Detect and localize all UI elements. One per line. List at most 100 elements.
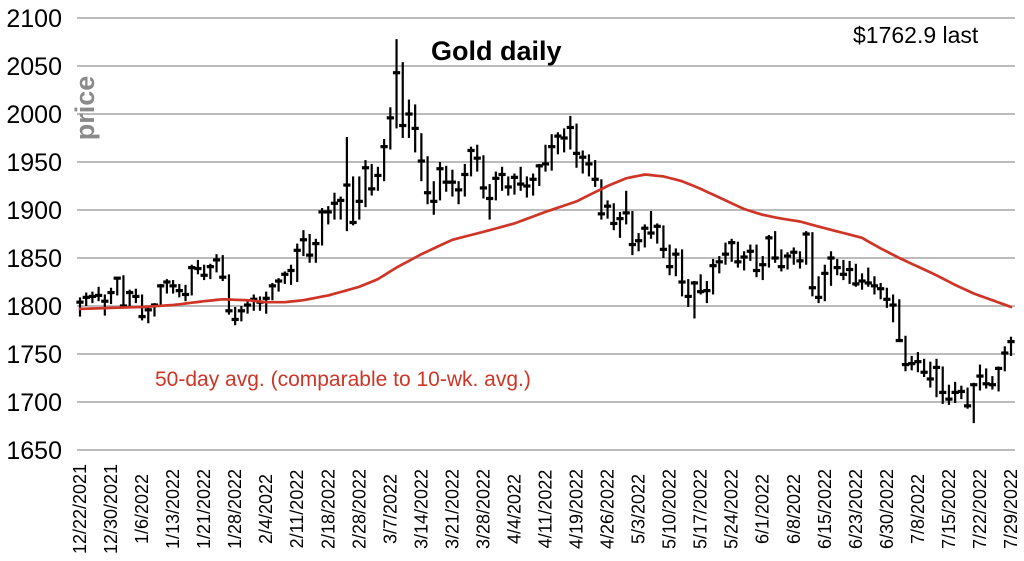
daily-close-tick (591, 177, 599, 181)
daily-close-tick (144, 308, 152, 312)
daily-close-tick (734, 260, 742, 264)
daily-close-tick (411, 126, 419, 130)
last-price-label: $1762.9 last (853, 22, 979, 48)
daily-close-tick (858, 279, 866, 283)
x-tick-label: 12/22/2021 (70, 464, 90, 554)
daily-close-tick (498, 172, 506, 177)
daily-close-tick (529, 177, 537, 181)
daily-close-tick (337, 198, 345, 202)
daily-close-tick (548, 145, 556, 149)
daily-close-tick (666, 265, 674, 269)
daily-close-tick (802, 232, 810, 236)
daily-close-tick (119, 304, 128, 308)
daily-close-tick (827, 256, 835, 260)
x-tick-label: 7/29/2022 (1001, 469, 1021, 549)
daily-close-tick (1007, 340, 1015, 344)
daily-close-tick (293, 248, 301, 252)
daily-close-tick (889, 303, 897, 307)
daily-close-tick (635, 239, 643, 243)
daily-close-tick (870, 284, 879, 288)
daily-close-tick (746, 249, 754, 253)
daily-close-tick (523, 184, 531, 188)
x-tick-label: 7/22/2022 (970, 469, 990, 549)
daily-close-tick (200, 273, 208, 277)
daily-close-tick (212, 258, 221, 262)
daily-close-tick (777, 265, 785, 269)
daily-close-tick (479, 186, 488, 190)
daily-close-tick (945, 397, 953, 401)
y-axis-title: price (70, 76, 100, 141)
daily-close-tick (430, 199, 438, 203)
daily-close-tick (597, 212, 605, 216)
x-tick-label: 6/8/2022 (784, 474, 804, 544)
daily-close-tick (970, 383, 978, 387)
daily-close-tick (163, 280, 171, 284)
daily-close-tick (281, 272, 289, 276)
y-tick-label: 2100 (6, 5, 62, 33)
daily-close-tick (920, 370, 928, 374)
x-tick-label: 5/24/2022 (722, 469, 742, 549)
x-tick-label: 1/28/2022 (225, 469, 245, 549)
daily-close-tick (988, 383, 996, 387)
x-tick-label: 7/8/2022 (908, 474, 928, 544)
daily-close-tick (219, 275, 227, 279)
daily-close-tick (95, 293, 103, 298)
x-tick-label: 4/19/2022 (567, 469, 587, 549)
daily-close-tick (243, 303, 252, 307)
daily-close-tick (492, 176, 500, 180)
daily-close-tick (374, 173, 382, 178)
daily-close-tick (585, 162, 593, 166)
x-tick-label: 4/4/2022 (504, 474, 524, 544)
daily-close-tick (157, 284, 165, 288)
daily-close-tick (268, 284, 277, 288)
daily-close-tick (82, 295, 90, 299)
x-tick-label: 4/26/2022 (598, 469, 618, 549)
daily-close-tick (194, 266, 202, 271)
daily-close-tick (622, 211, 630, 215)
daily-close-tick (88, 294, 97, 298)
daily-close-tick (169, 284, 177, 288)
daily-close-tick (976, 374, 984, 378)
daily-close-tick (852, 282, 860, 286)
daily-close-tick (361, 166, 370, 170)
daily-close-tick (343, 183, 351, 187)
daily-close-tick (330, 201, 339, 205)
daily-close-tick (821, 271, 829, 275)
daily-close-tick (678, 280, 686, 284)
x-tick-label: 3/7/2022 (380, 474, 400, 544)
daily-close-tick (783, 254, 792, 258)
chart-title: Gold daily (431, 36, 562, 66)
daily-close-tick (610, 221, 618, 226)
daily-close-tick (864, 281, 872, 285)
x-tick-label: 6/1/2022 (753, 474, 773, 544)
x-tick-label: 6/30/2022 (877, 469, 897, 549)
x-tick-label: 1/6/2022 (132, 474, 152, 544)
daily-close-tick (957, 389, 965, 394)
x-tick-label: 1/13/2022 (163, 469, 183, 549)
daily-close-tick (442, 180, 450, 184)
daily-close-tick (641, 226, 649, 230)
daily-close-tick (417, 159, 425, 163)
x-tick-label: 3/14/2022 (411, 469, 431, 549)
x-tick-label: 3/21/2022 (442, 469, 462, 549)
daily-close-tick (461, 172, 469, 177)
daily-close-tick (690, 281, 699, 285)
daily-close-tick (76, 300, 84, 304)
daily-close-tick (932, 365, 941, 370)
x-tick-label: 5/17/2022 (691, 469, 711, 549)
x-tick-label: 7/15/2022 (939, 469, 959, 549)
daily-close-tick (349, 220, 357, 225)
daily-close-tick (554, 134, 562, 138)
daily-close-tick (126, 290, 134, 295)
daily-close-tick (312, 242, 320, 246)
daily-close-tick (175, 289, 183, 293)
daily-close-tick (877, 287, 885, 291)
daily-close-tick (994, 366, 1003, 370)
daily-close-tick (386, 116, 394, 120)
daily-close-tick (603, 204, 612, 208)
y-tick-label: 1700 (6, 389, 62, 417)
daily-close-tick (796, 259, 804, 263)
daily-close-tick (324, 210, 332, 214)
daily-close-tick (839, 272, 848, 276)
